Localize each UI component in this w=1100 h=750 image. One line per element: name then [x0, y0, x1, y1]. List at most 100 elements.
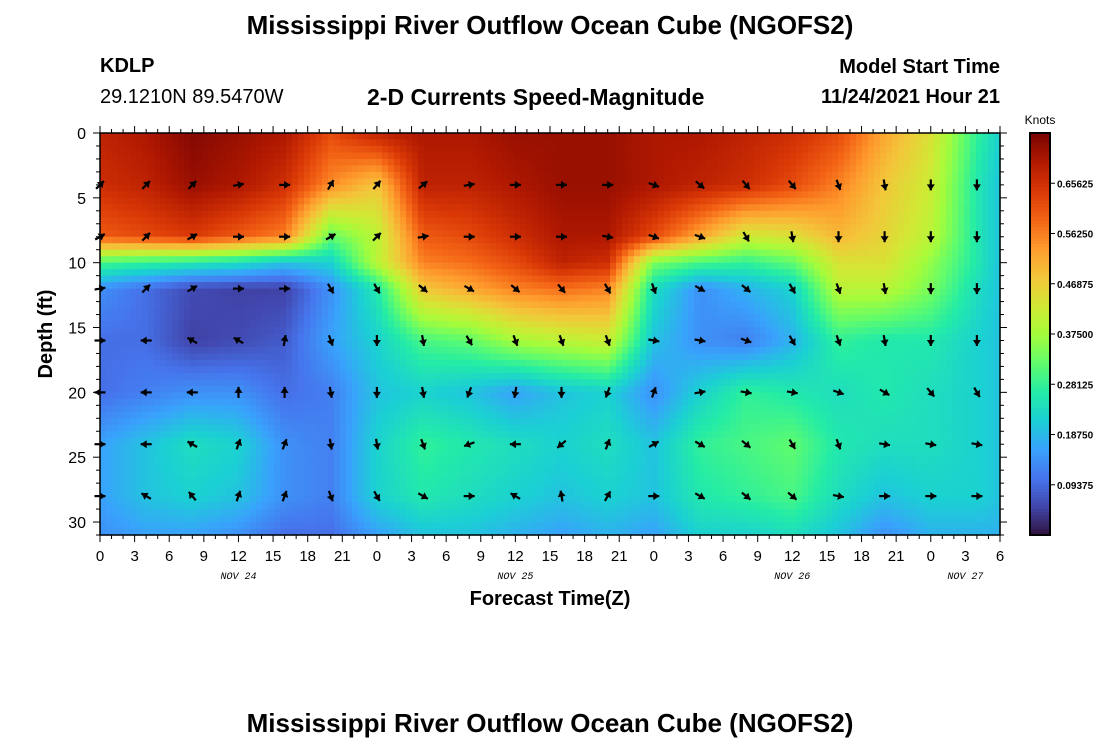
heatmap-cell [706, 308, 713, 316]
heatmap-cell [340, 139, 347, 147]
heatmap-cell [742, 243, 749, 251]
heatmap-cell [616, 288, 623, 296]
heatmap-cell [466, 327, 473, 335]
heatmap-cell [238, 288, 245, 296]
heatmap-cell [718, 178, 725, 186]
heatmap-cell [322, 334, 329, 342]
heatmap-cell [922, 184, 929, 192]
heatmap-cell [406, 171, 413, 179]
heatmap-cell [964, 308, 971, 316]
heatmap-cell [388, 340, 395, 348]
heatmap-cell [160, 308, 167, 316]
heatmap-cell [328, 243, 335, 251]
heatmap-cell [634, 288, 641, 296]
heatmap-cell [862, 321, 869, 329]
heatmap-cell [628, 152, 635, 160]
heatmap-cell [196, 308, 203, 316]
heatmap-cell [286, 184, 293, 192]
heatmap-cell [442, 217, 449, 225]
heatmap-cell [820, 269, 827, 277]
heatmap-cell [148, 145, 155, 154]
heatmap-cell [370, 145, 377, 154]
heatmap-cell [724, 152, 731, 160]
heatmap-cell [268, 346, 275, 355]
heatmap-cell [712, 133, 719, 141]
heatmap-cell [958, 340, 965, 348]
heatmap-cell [184, 158, 191, 167]
heatmap-cell [646, 171, 653, 179]
heatmap-cell [586, 236, 593, 244]
heatmap-cell [268, 321, 275, 329]
heatmap-cell [508, 204, 515, 212]
heatmap-cell [958, 327, 965, 335]
heatmap-cell [712, 327, 719, 335]
heatmap-cell [220, 204, 227, 212]
heatmap-cell [598, 165, 605, 173]
heatmap-cell [694, 223, 701, 231]
heatmap-cell [280, 275, 287, 283]
heatmap-cell [190, 191, 197, 199]
heatmap-cell [892, 230, 899, 238]
heatmap-cell [202, 230, 209, 238]
heatmap-cell [496, 158, 503, 167]
heatmap-cell [748, 262, 755, 270]
heatmap-cell [268, 288, 275, 296]
heatmap-cell [418, 158, 425, 167]
heatmap-cell [796, 314, 803, 322]
heatmap-cell [322, 145, 329, 154]
heatmap-cell [586, 165, 593, 173]
heatmap-cell [424, 165, 431, 173]
heatmap-cell [778, 334, 785, 342]
heatmap-cell [196, 171, 203, 179]
heatmap-cell [118, 301, 125, 309]
heatmap-cell [688, 165, 695, 173]
heatmap-cell [202, 288, 209, 296]
heatmap-cell [694, 334, 701, 342]
heatmap-cell [652, 184, 659, 192]
heatmap-cell [550, 269, 557, 277]
heatmap-cell [850, 334, 857, 342]
heatmap-cell [376, 249, 383, 257]
heatmap-cell [760, 321, 767, 329]
heatmap-cell [202, 133, 209, 141]
heatmap-cell [868, 178, 875, 186]
heatmap-cell [364, 145, 371, 154]
heatmap-cell [802, 308, 809, 316]
heatmap-cell [982, 327, 989, 335]
heatmap-cell [280, 139, 287, 147]
heatmap-cell [982, 139, 989, 147]
heatmap-cell [130, 308, 137, 316]
heatmap-cell [406, 243, 413, 251]
heatmap-cell [244, 171, 251, 179]
heatmap-cell [892, 139, 899, 147]
heatmap-cell [478, 269, 485, 277]
heatmap-cell [436, 223, 443, 231]
heatmap-cell [298, 217, 305, 225]
heatmap-cell [388, 314, 395, 322]
heatmap-cell [550, 282, 557, 290]
heatmap-cell [262, 230, 269, 238]
heatmap-cell [514, 243, 521, 251]
heatmap-cell [220, 249, 227, 257]
heatmap-cell [448, 165, 455, 173]
heatmap-cell [886, 158, 893, 167]
heatmap-cell [538, 178, 545, 186]
heatmap-cell [592, 223, 599, 231]
heatmap-cell [172, 346, 179, 355]
heatmap-cell [886, 243, 893, 251]
heatmap-cell [688, 275, 695, 283]
heatmap-cell [472, 217, 479, 225]
heatmap-cell [244, 152, 251, 160]
heatmap-cell [196, 295, 203, 303]
heatmap-cell [700, 139, 707, 147]
heatmap-cell [694, 295, 701, 303]
heatmap-cell [370, 301, 377, 309]
heatmap-cell [214, 243, 221, 251]
heatmap-cell [982, 282, 989, 290]
heatmap-cell [604, 204, 611, 212]
heatmap-cell [292, 295, 299, 303]
heatmap-cell [304, 256, 311, 264]
heatmap-cell [106, 158, 113, 167]
heatmap-cell [664, 236, 671, 244]
heatmap-cell [862, 184, 869, 192]
